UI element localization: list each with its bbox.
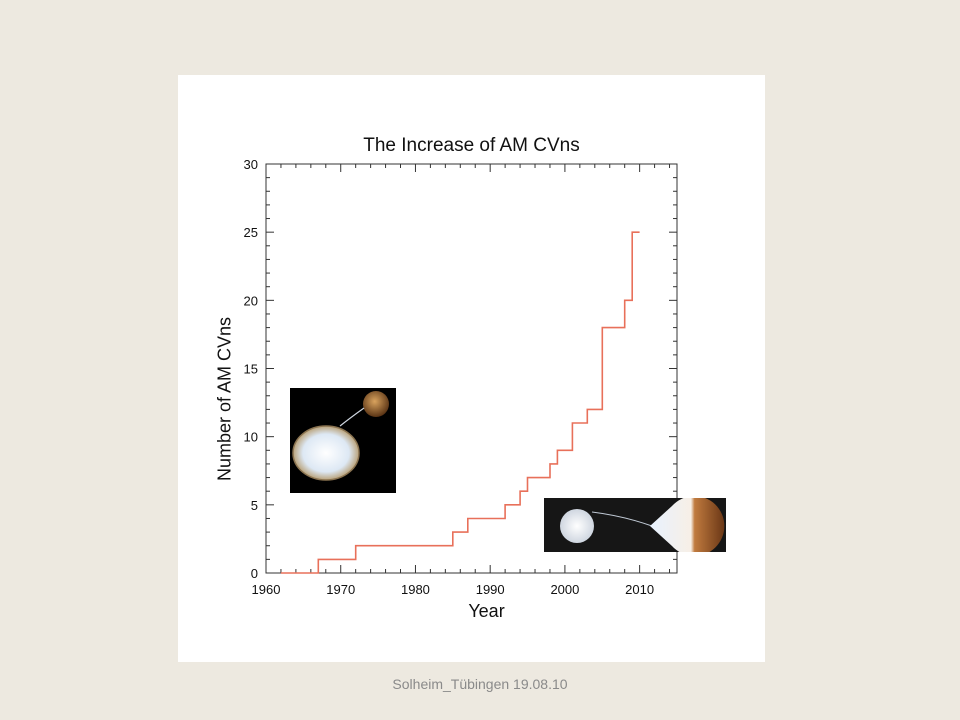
slide-panel: 1960 1970 1980 1990 2000 2010 0 5 10 15 20 25 30 The… xyxy=(178,75,765,662)
x-tick-label: 1980 xyxy=(401,582,430,597)
x-tick-label: 1990 xyxy=(476,582,505,597)
accretion-stream-illustration xyxy=(544,498,726,552)
x-tick-label: 2010 xyxy=(625,582,654,597)
y-tick-label: 5 xyxy=(251,498,258,513)
y-tick-label: 20 xyxy=(244,293,258,308)
chart-plot: 1960 1970 1980 1990 2000 2010 0 5 10 15 20 25 30 xyxy=(244,157,678,597)
x-axis-label: Year xyxy=(468,601,505,621)
y-tick-label: 30 xyxy=(244,157,258,172)
slide-footer: Solheim_Tübingen 19.08.10 xyxy=(392,676,568,692)
x-tick-label: 1970 xyxy=(326,582,355,597)
y-tick-label: 25 xyxy=(244,225,258,240)
y-tick-label: 10 xyxy=(244,430,258,445)
y-tick-label: 15 xyxy=(244,362,258,377)
x-tick-label: 1960 xyxy=(252,582,281,597)
y-axis-label: Number of AM CVns xyxy=(214,316,235,482)
x-tick-label: 2000 xyxy=(550,582,579,597)
series-line-0 xyxy=(280,231,640,574)
white-dwarf-binary-illustration xyxy=(290,388,396,493)
y-tick-label: 0 xyxy=(251,566,258,581)
chart-title: The Increase of AM CVns xyxy=(363,135,580,156)
